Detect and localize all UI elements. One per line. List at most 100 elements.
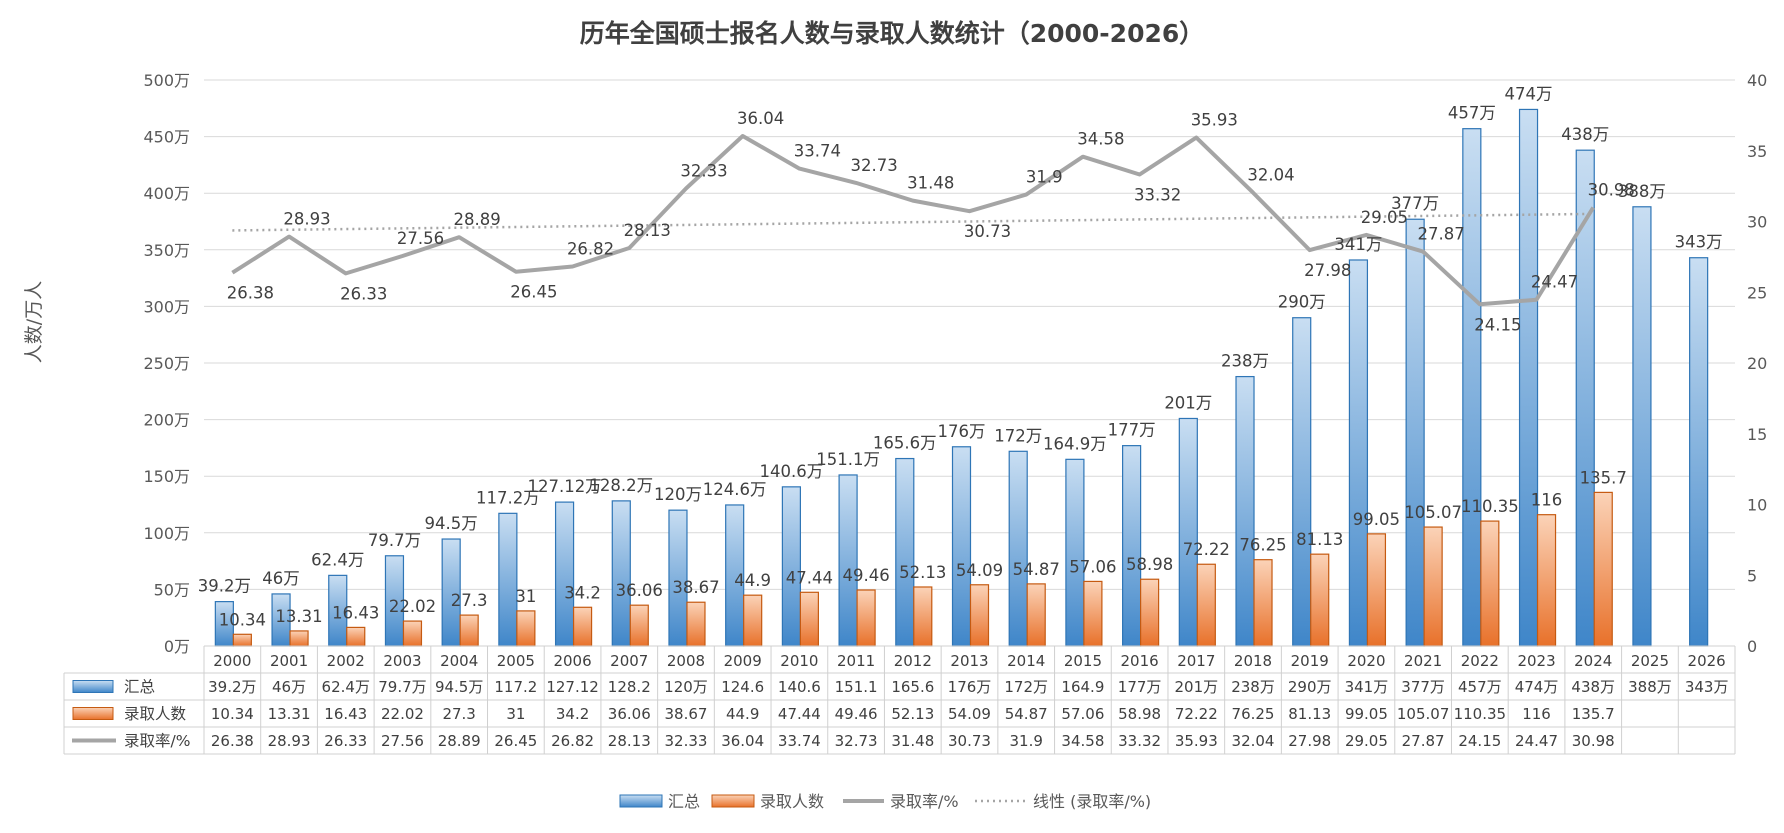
bar-admitted-2000 [232,633,252,647]
y-tick-label: 300万 [143,297,190,316]
category-label: 2007 [610,652,648,670]
table-cell: 117.2 [494,678,537,696]
bar-admitted-2015 [1083,580,1103,647]
table-key-swatch [72,680,114,693]
y-axis-label: 人数/万人 [23,281,45,363]
legend-label-trend: 线性 (录取率/%) [1033,792,1151,811]
legend-label-total: 汇总 [668,792,700,811]
category-label: 2016 [1121,652,1159,670]
label-admitted-2006: 34.2 [564,583,601,602]
label-admitted-2005: 31 [515,587,536,606]
label-rate-2021: 27.87 [1418,225,1465,244]
label-total-2003: 79.7万 [368,531,421,550]
bar-total-2026 [1689,257,1709,647]
category-label: 2004 [440,652,478,670]
table-cell: 290万 [1288,678,1332,696]
label-total-2006: 127.12万 [527,477,601,496]
label-rate-2019: 27.98 [1304,261,1351,280]
y-tick-label: 200万 [143,411,190,430]
y-tick-label: 350万 [143,241,190,260]
bar-total-2011 [838,474,858,647]
y2-tick-label: 35 [1747,142,1767,161]
label-total-2023: 474万 [1505,84,1553,103]
chart-title: 历年全国硕士报名人数与录取人数统计（2000-2026） [579,19,1205,48]
legend-label-rate: 录取率/% [890,792,959,811]
table-cell: 140.6 [778,678,821,696]
table-cell: 388万 [1628,678,1672,696]
category-label: 2026 [1688,652,1726,670]
label-total-2002: 62.4万 [311,550,364,569]
label-admitted-2021: 105.07 [1404,503,1462,522]
label-admitted-2020: 99.05 [1353,510,1400,529]
category-label: 2011 [837,652,875,670]
bar-total-2025 [1632,206,1652,647]
table-cell: 81.13 [1288,705,1331,723]
y-tick-label: 150万 [143,467,190,486]
bar-admitted-2016 [1140,578,1160,647]
label-rate-2004: 28.89 [454,210,501,229]
table-cell: 79.7万 [378,678,426,696]
label-rate-2022: 24.15 [1474,315,1521,334]
label-admitted-2018: 76.25 [1239,536,1286,555]
table-cell: 54.87 [1005,705,1048,723]
label-rate-2011: 32.73 [850,156,897,175]
label-admitted-2012: 52.13 [899,563,946,582]
table-cell: 27.98 [1288,732,1331,750]
table-cell: 13.31 [268,705,311,723]
bar-total-2014 [1008,450,1028,647]
table-cell: 26.33 [324,732,367,750]
table-cell: 47.44 [778,705,821,723]
bar-admitted-2008 [686,601,706,647]
table-cell: 28.89 [438,732,481,750]
label-total-2017: 201万 [1164,393,1212,412]
y2-tick-label: 10 [1747,496,1767,515]
table-cell: 27.87 [1402,732,1445,750]
label-admitted-2024: 135.7 [1580,468,1627,487]
table-cell: 22.02 [381,705,424,723]
bar-admitted-2011 [856,589,876,647]
legend-label-admitted: 录取人数 [760,792,824,811]
bar-admitted-2010 [799,591,819,647]
label-total-2024: 438万 [1561,125,1609,144]
bar-total-2016 [1122,445,1142,647]
table-cell: 26.82 [551,732,594,750]
category-label: 2022 [1461,652,1499,670]
bar-total-2013 [951,446,972,647]
y-tick-label: 450万 [143,128,190,147]
label-rate-2013: 30.73 [964,222,1011,241]
table-cell: 28.93 [268,732,311,750]
bar-total-2022 [1462,128,1482,647]
legend: 汇总 录取人数 录取率/% 线性 (录取率/%) [619,792,1151,811]
bar-admitted-2005 [516,610,536,647]
table-cell: 201万 [1174,678,1218,696]
table-cell: 38.67 [665,705,708,723]
table-cell: 165.6 [891,678,934,696]
label-rate-2000: 26.38 [227,284,274,303]
table-cell: 457万 [1458,678,1502,696]
label-rate-2017: 35.93 [1191,111,1238,130]
y-tick-label: 0万 [164,637,190,656]
category-label: 2023 [1517,652,1555,670]
table-cell: 35.93 [1175,732,1218,750]
label-rate-2015: 34.58 [1077,130,1124,149]
table-row-header: 汇总 [124,678,155,696]
bar-admitted-2012 [913,586,933,647]
data-labels: 39.2万 10.34 26.38 46万 13.31 28.93 62.4万 16.43 26… [198,84,1723,629]
y-tick-label: 50万 [154,580,190,599]
bar-admitted-2001 [289,630,309,647]
bar-total-2005 [498,512,518,647]
label-rate-2010: 33.74 [794,142,841,161]
table-cell: 34.58 [1061,732,1104,750]
label-admitted-2017: 72.22 [1183,540,1230,559]
y2-tick-label: 25 [1747,283,1767,302]
bar-admitted-2020 [1366,533,1387,647]
y-tick-label: 100万 [143,524,190,543]
legend-swatch-total [619,794,663,808]
label-total-2025: 388万 [1618,182,1666,201]
label-admitted-2022: 110.35 [1461,497,1519,516]
label-admitted-2019: 81.13 [1296,530,1343,549]
table-cell: 49.46 [835,705,878,723]
table-cell: 28.13 [608,732,651,750]
bar-admitted-2024 [1593,491,1613,647]
label-rate-2014: 31.9 [1026,168,1063,187]
